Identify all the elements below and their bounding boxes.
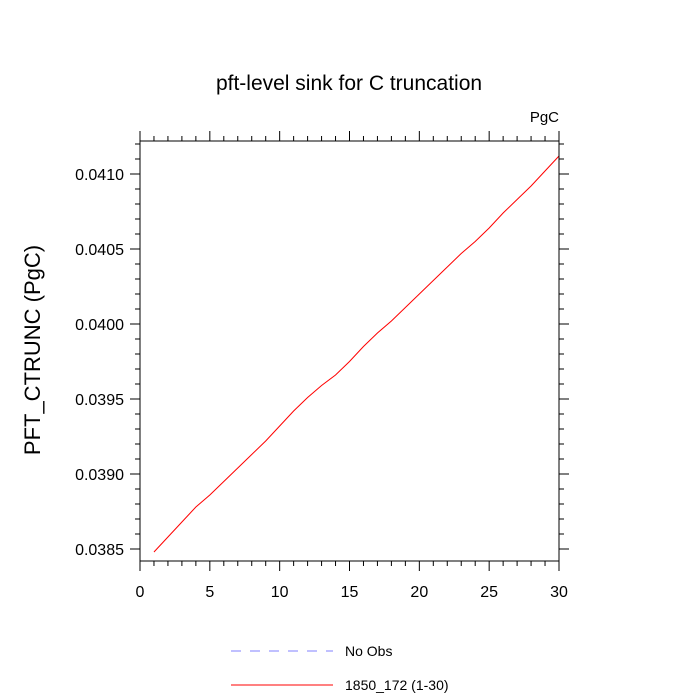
x-tick-label: 15 (341, 584, 359, 601)
x-tick-label: 10 (271, 584, 289, 601)
x-tick-label: 25 (480, 584, 498, 601)
x-tick-label: 20 (410, 584, 428, 601)
plot-frame (139, 140, 560, 562)
data-lines (153, 155, 560, 553)
y-tick-label: 0.0410 (75, 167, 124, 184)
series-line-1 (153, 155, 560, 553)
y-tick-labels: 0.0385 0.0390 0.0395 0.0400 0.0405 0.0410 (75, 167, 124, 559)
units-label: PgC (530, 109, 559, 126)
legend-label-no-obs: No Obs (345, 643, 392, 659)
axis-ticks (130, 131, 569, 571)
y-axis-label: PFT_CTRUNC (PgC) (20, 245, 45, 455)
x-tick-labels: 0 5 10 15 20 25 30 (136, 584, 568, 601)
y-tick-label: 0.0405 (75, 242, 124, 259)
y-tick-label: 0.0390 (75, 467, 124, 484)
chart-title: pft-level sink for C truncation (216, 72, 482, 95)
x-tick-label: 0 (136, 584, 145, 601)
y-tick-label: 0.0395 (75, 392, 124, 409)
x-tick-label: 30 (550, 584, 568, 601)
x-tick-label: 5 (205, 584, 214, 601)
y-tick-label: 0.0385 (75, 542, 124, 559)
y-tick-label: 0.0400 (75, 317, 124, 334)
legend-label-1850-172: 1850_172 (1-30) (345, 677, 449, 693)
legend: No Obs 1850_172 (1-30) (231, 643, 449, 693)
